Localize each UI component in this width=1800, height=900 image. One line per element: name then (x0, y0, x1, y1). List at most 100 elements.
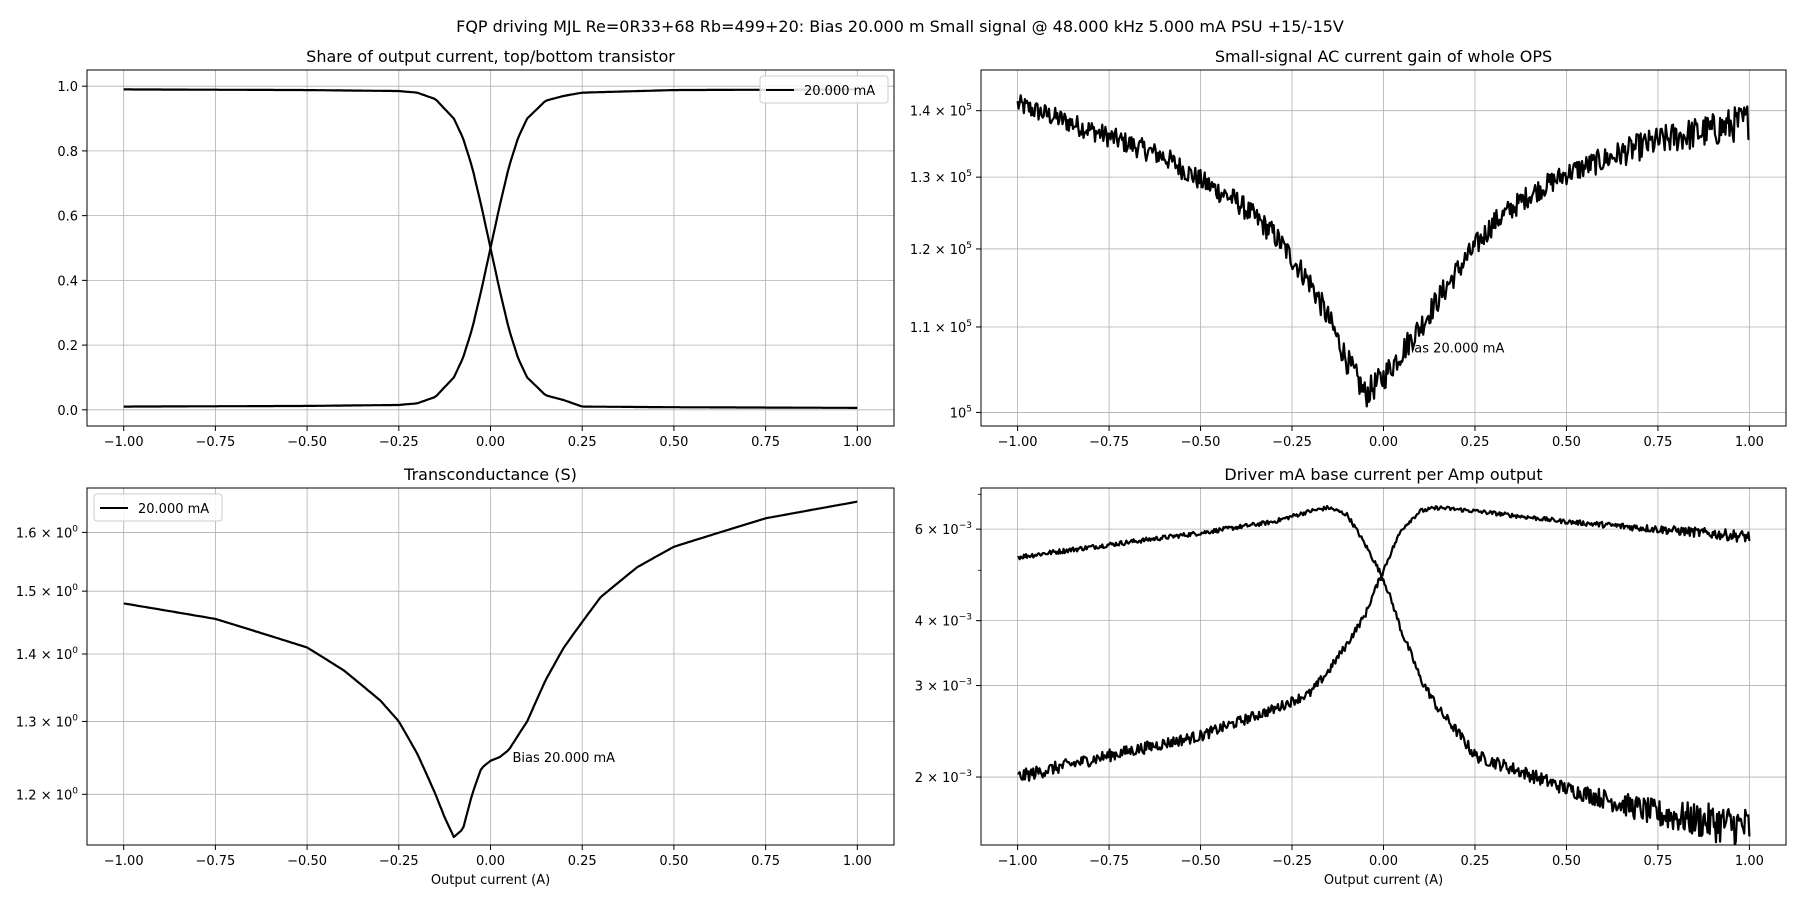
x-tick-label: 1.00 (843, 854, 872, 869)
x-tick-label: −0.25 (379, 854, 419, 869)
y-tick-label-base: 1.4 × 10 (910, 105, 966, 120)
x-tick-label: 0.25 (1461, 435, 1490, 450)
y-tick-label-base: 1.6 × 10 (16, 526, 72, 541)
x-tick-label: 0.25 (568, 435, 597, 450)
subplot-2: Small-signal AC current gain of whole OP… (910, 47, 1787, 450)
subplot-4: Driver mA base current per Amp output −1.… (915, 465, 1787, 888)
axes-frame (980, 69, 1787, 427)
y-tick-label: 1.5 × 100 (16, 583, 78, 600)
x-tick-label: 0.25 (568, 854, 597, 869)
x-axis-label: Output current (A) (431, 873, 550, 888)
y-tick-label: 3 × 10−3 (915, 678, 972, 695)
x-tick-label: 0.00 (1369, 435, 1398, 450)
x-tick-label: 0.00 (476, 435, 505, 450)
x-axis-label: Output current (A) (1324, 873, 1443, 888)
x-tick-label: −0.25 (1272, 435, 1312, 450)
series-line-2 (1017, 505, 1751, 782)
y-tick-label: 0.0 (57, 404, 78, 419)
x-tick-label: −0.50 (287, 854, 327, 869)
x-tick-label: 1.00 (843, 435, 872, 450)
y-tick-label: 105 (950, 404, 972, 421)
x-tick-label: 0.50 (1552, 854, 1581, 869)
y-tick-label: 1.2 × 105 (910, 241, 972, 258)
y-tick-label-exponent: 5 (966, 103, 972, 113)
y-tick-label-exponent: −3 (959, 678, 972, 688)
y-tick-label: 1.0 (57, 80, 78, 95)
y-tick-label-base: 1.4 × 10 (16, 648, 72, 663)
figure-suptitle: FQP driving MJL Re=0R33+68 Rb=499+20: Bi… (456, 17, 1344, 36)
subplot-1: Share of output current, top/bottom tran… (57, 47, 895, 450)
x-tick-label: −0.75 (1089, 435, 1129, 450)
y-tick-label: 1.3 × 100 (16, 713, 78, 730)
plot-area (1016, 94, 1750, 408)
axes-frame (980, 487, 1787, 846)
x-tick-label: −0.75 (195, 435, 235, 450)
y-tick-label-exponent: 5 (966, 319, 972, 329)
y-tick-label: 1.4 × 100 (16, 646, 78, 663)
y-tick-label-base: 3 × 10 (915, 680, 959, 695)
legend-frame (93, 493, 223, 522)
y-tick-label-exponent: 0 (72, 583, 78, 593)
subplot-3: Transconductance (S) −1.00 −0.75 −0.50 −0.25… (16, 465, 895, 888)
x-tick-label: 0.50 (659, 854, 688, 869)
annotation-text: Bias 20.000 mA (1402, 342, 1505, 357)
x-tick-label: −0.75 (1089, 854, 1129, 869)
y-tick-label: 1.4 × 105 (910, 103, 972, 120)
y-tick-label-exponent: 5 (966, 404, 972, 414)
y-tick-label: 0.8 (57, 145, 78, 160)
x-tick-label: −1.00 (998, 435, 1038, 450)
y-tick-label-exponent: −3 (959, 521, 972, 531)
subplot-title: Small-signal AC current gain of whole OP… (1215, 47, 1552, 66)
y-tick-label-base: 6 × 10 (915, 523, 959, 538)
y-tick-label-exponent: 0 (72, 713, 78, 723)
y-tick-label: 0.6 (57, 210, 78, 225)
axes-frame (86, 487, 895, 846)
y-tick-label: 2 × 10−3 (915, 769, 972, 786)
y-tick-label-exponent: 0 (72, 786, 78, 796)
subplots: Share of output current, top/bottom tran… (16, 47, 1787, 888)
plot-area (1017, 505, 1751, 845)
x-tick-label: 1.00 (1735, 854, 1764, 869)
y-tick-label: 6 × 10−3 (915, 521, 972, 538)
y-tick-label: 1.1 × 105 (910, 319, 972, 336)
series-line-2 (123, 88, 858, 409)
plot-area (123, 500, 858, 839)
y-tick-label-base: 1.2 × 10 (910, 243, 966, 258)
x-tick-label: 0.75 (1643, 854, 1672, 869)
series-line-1 (123, 500, 858, 839)
subplot-title: Transconductance (S) (403, 465, 577, 484)
legend: 20.000 mA (93, 493, 223, 522)
y-tick-label: 1.2 × 100 (16, 786, 78, 803)
x-tick-label: 0.75 (751, 435, 780, 450)
x-tick-label: −1.00 (104, 854, 144, 869)
x-tick-label: −0.25 (379, 435, 419, 450)
x-tick-label: −0.50 (1181, 435, 1221, 450)
y-tick-label-base: 1.1 × 10 (910, 321, 966, 336)
x-tick-label: −0.50 (1181, 854, 1221, 869)
y-tick-label-base: 1.3 × 10 (910, 171, 966, 186)
subplot-title: Driver mA base current per Amp output (1224, 465, 1542, 484)
legend: 20.000 mA (759, 75, 889, 104)
x-tick-label: −0.25 (1272, 854, 1312, 869)
y-tick-label-exponent: 5 (966, 169, 972, 179)
y-tick-label-base: 2 × 10 (915, 771, 959, 786)
legend-label: 20.000 mA (804, 84, 875, 99)
x-tick-label: 0.75 (751, 854, 780, 869)
legend-label: 20.000 mA (138, 502, 209, 517)
x-tick-label: 0.25 (1461, 854, 1490, 869)
y-tick-label: 1.3 × 105 (910, 169, 972, 186)
x-tick-label: 0.00 (1369, 854, 1398, 869)
annotation-text: Bias 20.000 mA (513, 751, 616, 766)
y-tick-label-exponent: 5 (966, 241, 972, 251)
y-tick-label-exponent: 0 (72, 646, 78, 656)
plot-area (123, 88, 858, 409)
x-tick-label: 0.75 (1643, 435, 1672, 450)
y-tick-label-base: 4 × 10 (915, 615, 959, 630)
x-tick-label: 0.00 (476, 854, 505, 869)
y-tick-label-base: 1.2 × 10 (16, 788, 72, 803)
y-tick-label: 0.2 (57, 339, 78, 354)
subplot-title: Share of output current, top/bottom tran… (306, 47, 675, 66)
x-tick-label: −0.50 (287, 435, 327, 450)
x-tick-label: 0.50 (1552, 435, 1581, 450)
